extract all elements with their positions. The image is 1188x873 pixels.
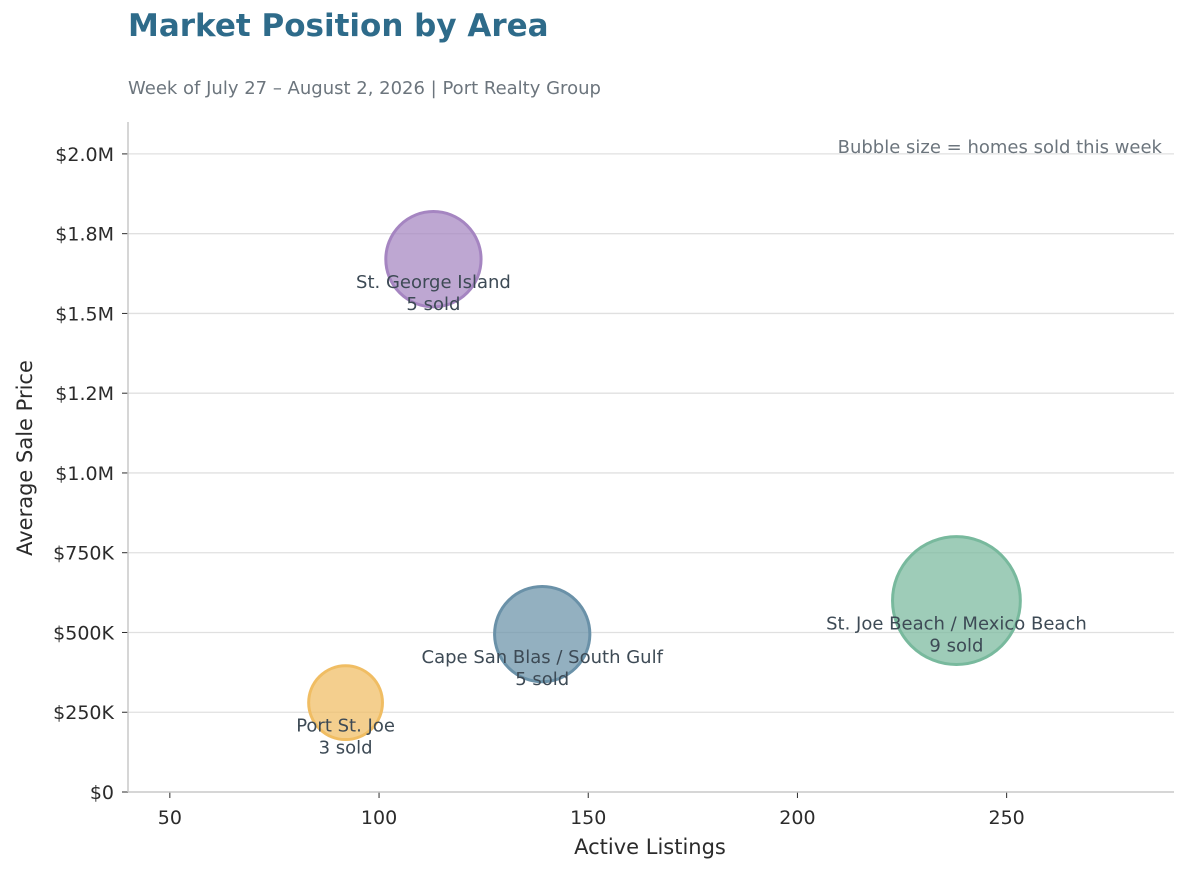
y-tick-label: $1.5M <box>55 303 114 325</box>
y-tick-label: $1.8M <box>55 224 114 246</box>
y-tick-label: $250K <box>53 702 114 724</box>
x-tick-label: 50 <box>158 807 182 829</box>
bubble-area-label: St. Joe Beach / Mexico Beach <box>826 614 1087 635</box>
y-tick-label: $1.2M <box>55 383 114 405</box>
x-tick-label: 200 <box>779 807 815 829</box>
bubble-size-note: Bubble size = homes sold this week <box>838 137 1163 158</box>
x-tick-label: 150 <box>570 807 606 829</box>
y-tick-label: $750K <box>53 543 114 565</box>
chart-subtitle: Week of July 27 – August 2, 2026 | Port … <box>128 78 601 99</box>
y-tick-label: $500K <box>53 622 114 644</box>
bubble-point <box>307 664 384 742</box>
y-axis-title: Average Sale Price <box>13 360 37 556</box>
bubble-area-label: St. George Island <box>356 272 511 293</box>
x-tick-label: 100 <box>361 807 397 829</box>
bubbles <box>307 210 1022 742</box>
bubble-sold-label: 3 sold <box>319 738 373 759</box>
bubble-point <box>493 584 592 684</box>
bubble-area-label: Cape San Blas / South Gulf <box>422 647 664 668</box>
y-tick-label: $1.0M <box>55 463 114 485</box>
y-tick-label: $0 <box>90 782 114 804</box>
y-tick-label: $2.0M <box>55 144 114 166</box>
bubble-point <box>891 535 1022 666</box>
bubble-point <box>384 210 483 309</box>
grid-lines <box>128 153 1174 713</box>
x-axis-title: Active Listings <box>574 835 726 859</box>
bubble-sold-label: 5 sold <box>515 669 569 690</box>
bubble-sold-label: 5 sold <box>406 294 460 315</box>
axes: $0 $250K $500K $750K $1.0M $1.2M $1.5M $1.8M $2.… <box>53 122 1174 829</box>
bubble-area-label: Port St. Joe <box>296 716 395 737</box>
x-tick-label: 250 <box>989 807 1025 829</box>
bubble-sold-label: 9 sold <box>929 636 983 657</box>
chart-title: Market Position by Area <box>128 8 549 44</box>
